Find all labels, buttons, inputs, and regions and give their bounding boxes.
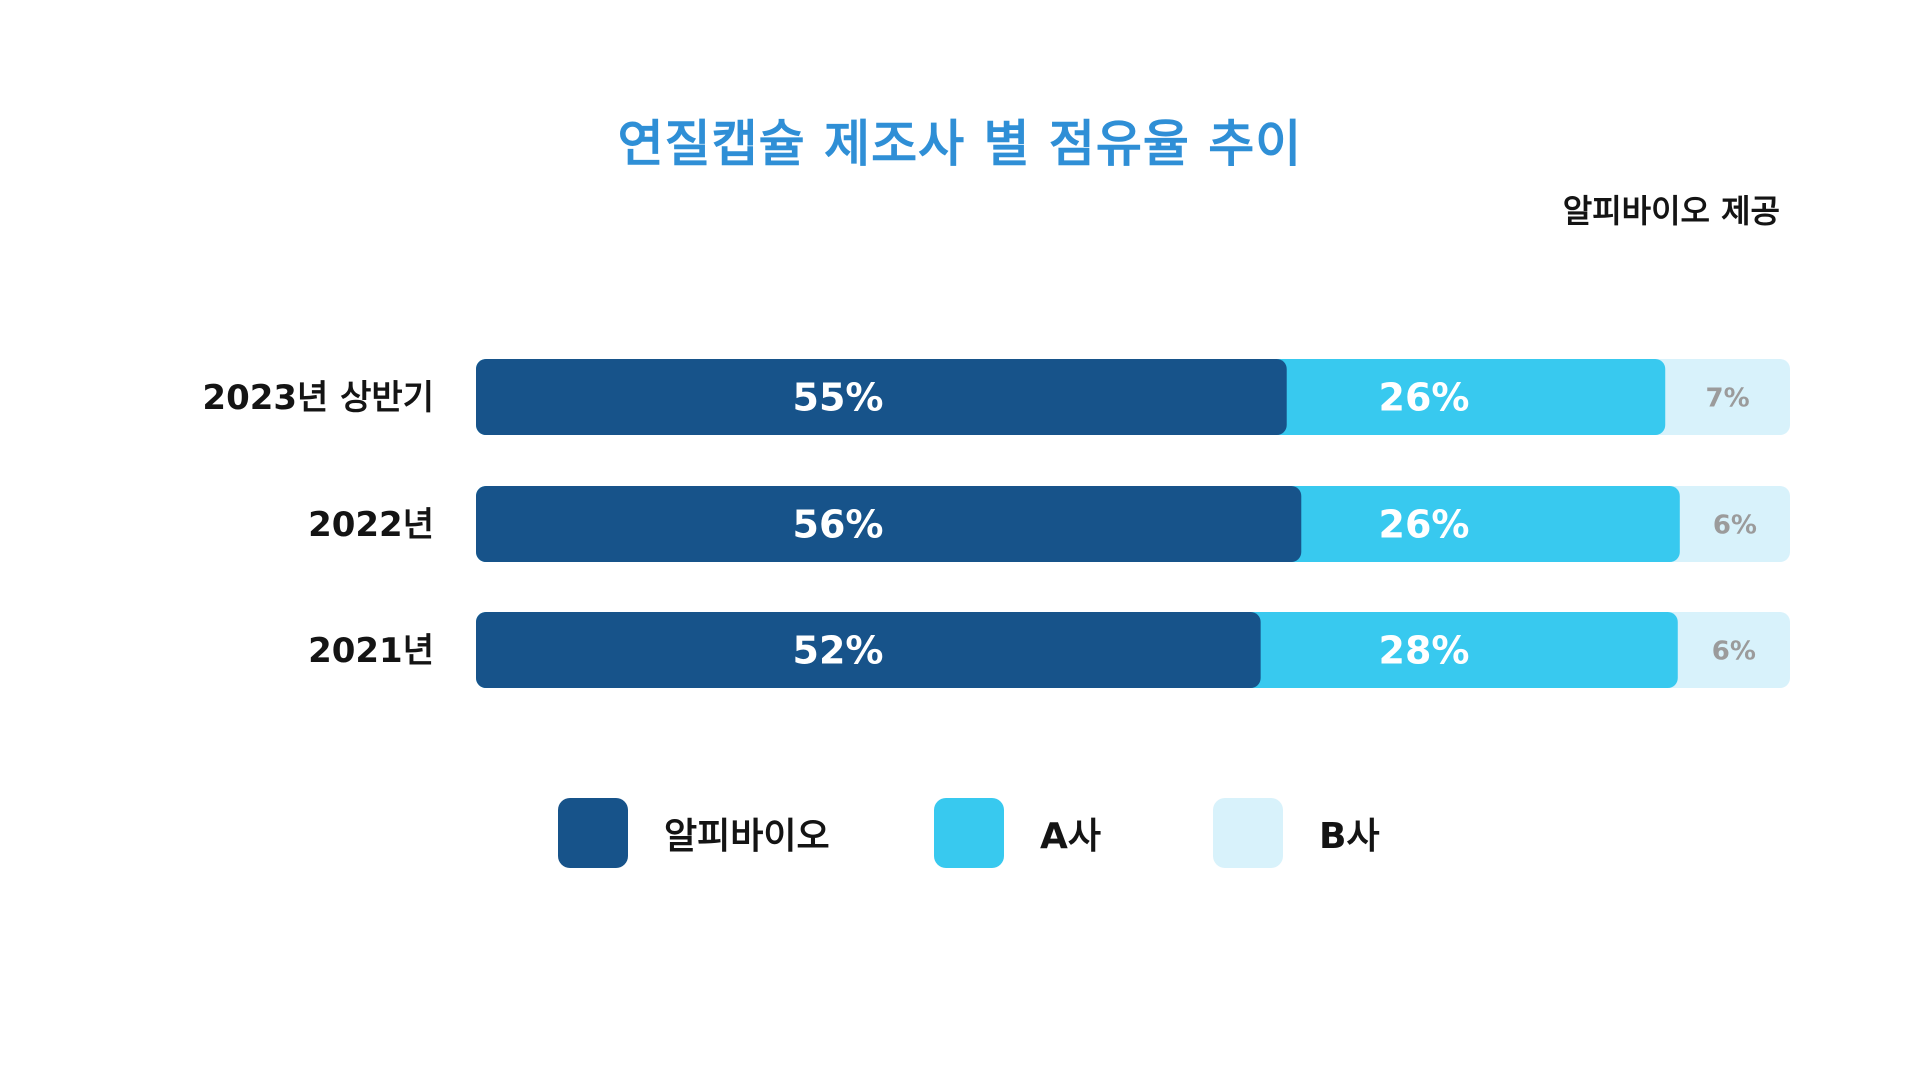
data-label-a: 26% [1379, 503, 1470, 547]
category-label: 2022년 [308, 505, 434, 545]
data-label-b: 7% [1706, 383, 1750, 413]
bar-segment-alpibio [476, 486, 1302, 562]
data-label-a: 28% [1379, 629, 1470, 673]
chart-title: 연질캡슐 제조사 별 점유율 추이 [617, 115, 1303, 173]
data-label-a: 26% [1379, 376, 1470, 420]
data-label-alpibio: 56% [793, 503, 884, 547]
legend-label-b: B사 [1319, 816, 1380, 857]
legend-swatch-b [1213, 798, 1283, 868]
bar-segment-alpibio [476, 612, 1261, 688]
category-label: 2021년 [308, 631, 434, 671]
legend-label-a: A사 [1040, 816, 1101, 857]
source-note: 알피바이오 제공 [1562, 192, 1780, 230]
legend-item-a: A사 [934, 798, 1101, 868]
data-label-b: 6% [1713, 510, 1757, 540]
legend-swatch-a [934, 798, 1004, 868]
legend-item-alpibio: 알피바이오 [558, 798, 830, 868]
data-label-alpibio: 55% [793, 376, 884, 420]
category-label: 2023년 상반기 [202, 378, 434, 418]
legend-label-alpibio: 알피바이오 [664, 816, 830, 857]
legend-swatch-alpibio [558, 798, 628, 868]
legend-item-b: B사 [1213, 798, 1380, 868]
data-label-alpibio: 52% [793, 629, 884, 673]
bar-segment-alpibio [476, 359, 1287, 435]
data-label-b: 6% [1712, 636, 1756, 666]
